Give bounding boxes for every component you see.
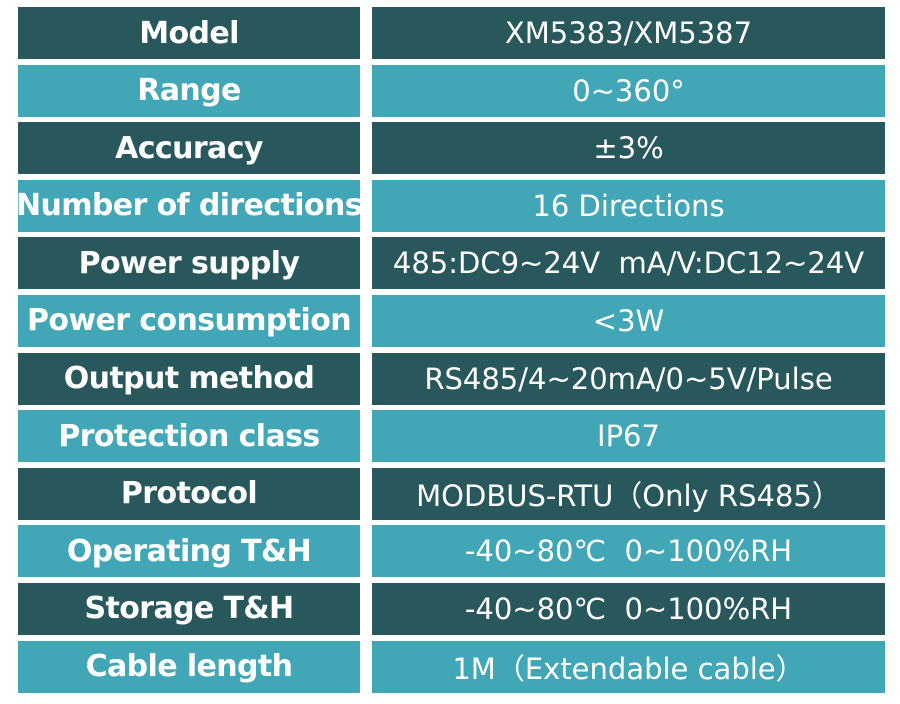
spec-row-protocol: Protocol MODBUS-RTU（Only RS485） <box>18 467 885 520</box>
spec-value: ±3% <box>372 122 885 175</box>
spec-value: 485:DC9~24V mA/V:DC12~24V <box>372 237 885 290</box>
spec-row-power-supply: Power supply 485:DC9~24V mA/V:DC12~24V <box>18 237 885 290</box>
spec-row-cable-length: Cable length 1M（Extendable cable） <box>18 640 885 693</box>
spec-label: Protection class <box>18 410 360 463</box>
spec-value: -40~80℃ 0~100%RH <box>372 525 885 578</box>
spec-label: Protocol <box>18 467 360 520</box>
spec-label: Model <box>18 7 360 59</box>
spec-label: Cable length <box>18 640 360 693</box>
spec-label: Storage T&H <box>18 582 360 635</box>
spec-row-operating-th: Operating T&H -40~80℃ 0~100%RH <box>18 525 885 578</box>
spec-label: Power consumption <box>18 294 360 347</box>
spec-row-output-method: Output method RS485/4~20mA/0~5V/Pulse <box>18 352 885 405</box>
spec-row-directions: Number of directions 16 Directions <box>16 179 885 232</box>
spec-value: 1M（Extendable cable） <box>372 640 885 693</box>
spec-row-accuracy: Accuracy ±3% <box>18 122 885 175</box>
spec-table: Model XM5383/XM5387 Range 0~360° Accurac… <box>16 7 885 698</box>
spec-label: Range <box>18 64 360 117</box>
spec-row-range: Range 0~360° <box>18 64 885 117</box>
spec-value: XM5383/XM5387 <box>372 7 885 59</box>
spec-label: Output method <box>18 352 360 405</box>
spec-value: RS485/4~20mA/0~5V/Pulse <box>372 352 885 405</box>
spec-value: 16 Directions <box>372 179 885 232</box>
spec-label: Number of directions <box>16 179 363 232</box>
spec-label: Operating T&H <box>18 525 360 578</box>
spec-value: 0~360° <box>372 64 885 117</box>
spec-label: Accuracy <box>18 122 360 175</box>
spec-row-power-consumption: Power consumption <3W <box>18 294 885 347</box>
spec-row-storage-th: Storage T&H -40~80℃ 0~100%RH <box>18 582 885 635</box>
spec-row-protection-class: Protection class IP67 <box>18 410 885 463</box>
spec-value: <3W <box>372 294 885 347</box>
spec-value: IP67 <box>372 410 885 463</box>
spec-label: Power supply <box>18 237 360 290</box>
spec-value: -40~80℃ 0~100%RH <box>372 582 885 635</box>
spec-row-model: Model XM5383/XM5387 <box>18 7 885 59</box>
spec-value: MODBUS-RTU（Only RS485） <box>372 467 885 520</box>
